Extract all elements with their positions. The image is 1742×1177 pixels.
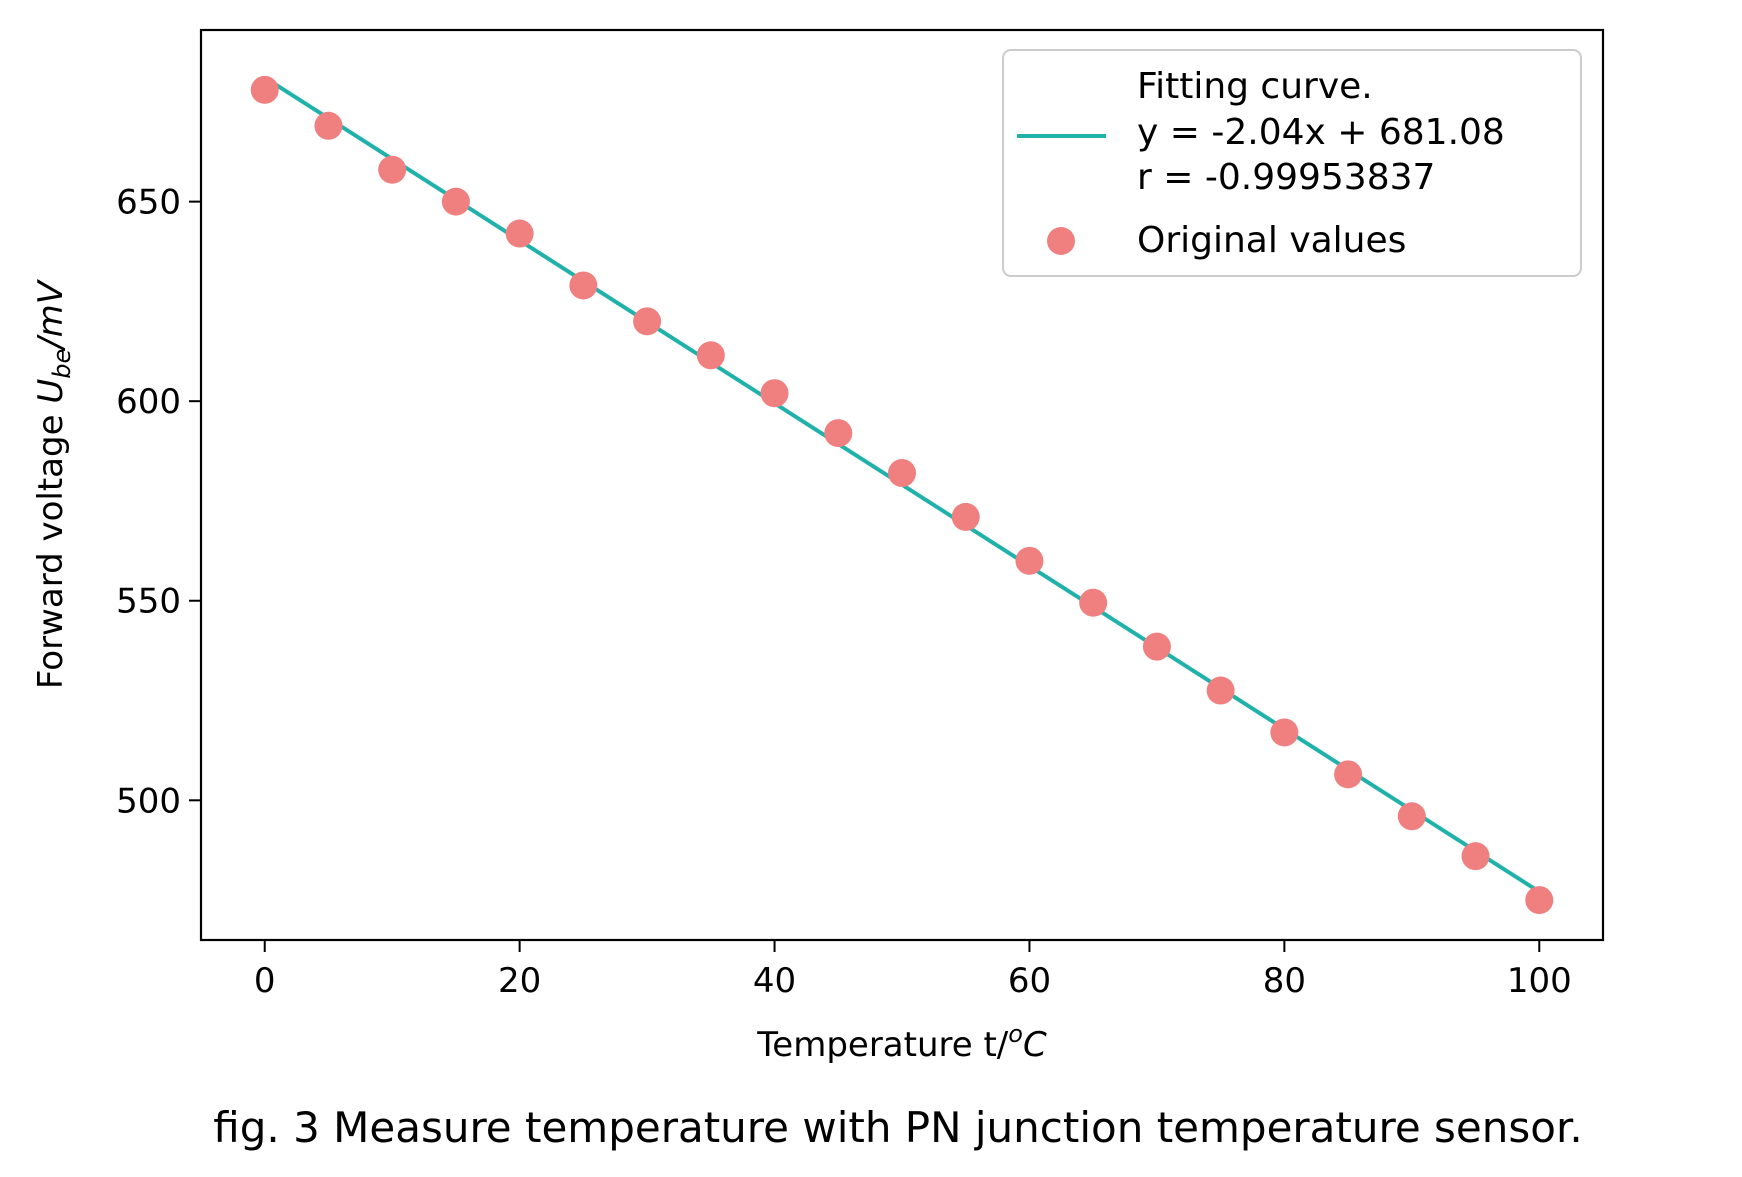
y-tick-label: 650 [116,183,181,223]
y-axis-label-unit: /mV [31,278,71,352]
y-tick-label: 500 [116,781,181,821]
x-axis-ticks: 0 20 40 60 80 100 [254,940,1572,1001]
y-axis-label: Forward voltage Ube/mV [31,278,76,689]
x-tick-label: 60 [1008,961,1051,1001]
x-tick-label: 100 [1507,961,1572,1001]
legend-line-text-1: Fitting curve. [1137,66,1373,107]
legend-point-text: Original values [1137,220,1406,261]
y-axis-label-main: Forward voltage [31,404,71,689]
data-point [1397,802,1426,831]
y-axis-label-sub: be [48,349,76,379]
data-point [569,271,598,300]
x-tick-label: 20 [498,961,541,1001]
x-tick-label: 80 [1263,961,1306,1001]
data-points-layer [250,75,1554,915]
data-point [1461,842,1490,871]
y-axis-ticks: 500 550 600 650 [116,183,201,821]
data-point [824,419,853,448]
x-tick-label: 0 [254,961,276,1001]
legend-line-text-3: r = -0.99953837 [1137,157,1435,198]
plot-frame [199,28,1605,942]
x-axis-label-main: Temperature t/ [756,1025,1009,1065]
data-point [1206,676,1235,705]
y-axis-label-var: U [31,379,71,404]
x-axis-label-unit: C [1023,1025,1047,1065]
data-point [633,307,662,336]
x-tick-label: 40 [753,961,796,1001]
data-point [760,379,789,408]
y-tick-label: 550 [116,582,181,622]
data-point [250,75,279,104]
legend-box [1002,49,1582,277]
data-point [1334,760,1363,789]
data-point [378,155,407,184]
x-axis-label: Temperature t/oC [756,1020,1047,1065]
data-point [1270,718,1299,747]
data-point [441,187,470,216]
data-point [951,502,980,531]
legend-line-text-2: y = -2.04x + 681.08 [1137,112,1505,153]
data-point [1015,546,1044,575]
legend-point-swatch [1047,227,1075,255]
data-point [314,111,343,140]
data-point [1525,886,1554,915]
legend: Fitting curve. y = -2.04x + 681.08 r = -… [1002,49,1582,277]
data-point [888,459,916,488]
data-point [505,219,534,248]
data-point [696,341,725,370]
y-tick-label: 600 [116,382,181,422]
data-point [1079,588,1108,617]
x-axis-label-sup: o [1008,1020,1023,1048]
data-point [1142,632,1171,661]
figure-caption: fig. 3 Measure temperature with PN junct… [213,1103,1582,1152]
